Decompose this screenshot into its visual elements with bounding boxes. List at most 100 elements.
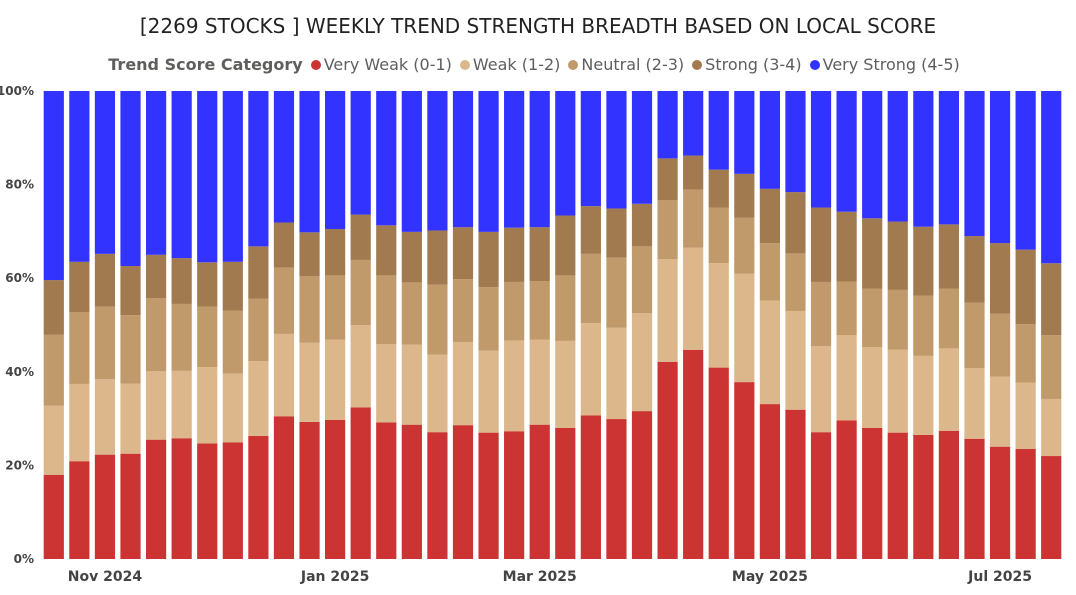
bar-segment[interactable] — [248, 246, 269, 299]
bar-segment[interactable] — [683, 91, 704, 156]
bar-segment[interactable] — [887, 221, 908, 290]
bar-segment[interactable] — [69, 461, 90, 559]
bar-segment[interactable] — [1041, 91, 1062, 264]
bar-segment[interactable] — [887, 91, 908, 222]
bar-segment[interactable] — [785, 409, 806, 559]
bar-segment[interactable] — [94, 454, 116, 559]
bar-segment[interactable] — [197, 367, 218, 444]
bar-segment[interactable] — [862, 91, 883, 219]
bar-segment[interactable] — [248, 361, 269, 436]
bar-segment[interactable] — [938, 91, 960, 225]
bar-segment[interactable] — [452, 91, 474, 228]
bar-segment[interactable] — [43, 405, 64, 475]
bar-segment[interactable] — [759, 404, 780, 559]
bar-segment[interactable] — [734, 382, 755, 559]
bar-segment[interactable] — [913, 295, 934, 356]
bar-segment[interactable] — [427, 432, 448, 559]
bar-segment[interactable] — [325, 91, 346, 230]
bar-segment[interactable] — [734, 217, 755, 274]
bar-segment[interactable] — [1041, 263, 1062, 336]
bar-segment[interactable] — [529, 227, 550, 282]
bar-segment[interactable] — [657, 259, 678, 362]
bar-segment[interactable] — [657, 158, 678, 201]
bar-segment[interactable] — [69, 91, 90, 262]
bar-segment[interactable] — [325, 339, 346, 421]
bar-segment[interactable] — [94, 253, 116, 307]
bar-segment[interactable] — [734, 273, 755, 383]
bar-segment[interactable] — [964, 368, 985, 439]
bar-segment[interactable] — [862, 347, 883, 428]
bar-segment[interactable] — [69, 261, 90, 313]
bar-segment[interactable] — [478, 231, 499, 288]
bar-segment[interactable] — [606, 208, 627, 258]
bar-segment[interactable] — [401, 424, 422, 559]
bar-segment[interactable] — [555, 215, 576, 276]
legend-item[interactable]: Strong (3-4) — [692, 55, 802, 74]
bar-segment[interactable] — [887, 289, 908, 350]
bar-segment[interactable] — [94, 306, 116, 380]
bar-segment[interactable] — [580, 323, 601, 416]
bar-segment[interactable] — [171, 303, 192, 371]
bar-segment[interactable] — [606, 257, 627, 328]
bar-segment[interactable] — [350, 325, 371, 408]
legend-item[interactable]: Neutral (2-3) — [568, 55, 684, 74]
bar-segment[interactable] — [197, 262, 218, 307]
bar-segment[interactable] — [171, 258, 192, 304]
bar-segment[interactable] — [120, 383, 141, 454]
bar-segment[interactable] — [657, 361, 678, 559]
bar-segment[interactable] — [1015, 91, 1036, 250]
bar-segment[interactable] — [887, 349, 908, 433]
bar-segment[interactable] — [734, 173, 755, 218]
bar-segment[interactable] — [504, 340, 525, 432]
bar-segment[interactable] — [273, 222, 295, 268]
bar-segment[interactable] — [197, 91, 218, 263]
bar-segment[interactable] — [120, 266, 141, 316]
bar-segment[interactable] — [529, 281, 550, 340]
bar-segment[interactable] — [427, 354, 448, 433]
bar-segment[interactable] — [836, 91, 857, 212]
bar-segment[interactable] — [683, 247, 704, 350]
bar-segment[interactable] — [631, 246, 653, 314]
bar-segment[interactable] — [938, 430, 960, 559]
bar-segment[interactable] — [580, 206, 601, 254]
bar-segment[interactable] — [350, 91, 371, 215]
bar-segment[interactable] — [1015, 324, 1036, 383]
bar-segment[interactable] — [1041, 456, 1062, 559]
bar-segment[interactable] — [427, 230, 448, 285]
bar-segment[interactable] — [785, 253, 806, 311]
bar-segment[interactable] — [759, 91, 780, 189]
bar-segment[interactable] — [376, 91, 397, 226]
bar-segment[interactable] — [299, 342, 320, 422]
bar-segment[interactable] — [222, 310, 243, 374]
bar-segment[interactable] — [325, 275, 346, 340]
bar-segment[interactable] — [171, 91, 192, 259]
bar-segment[interactable] — [555, 427, 576, 559]
bar-segment[interactable] — [452, 227, 474, 280]
bar-segment[interactable] — [734, 91, 755, 174]
bar-segment[interactable] — [785, 192, 806, 254]
bar-segment[interactable] — [478, 287, 499, 351]
bar-segment[interactable] — [248, 91, 269, 247]
bar-segment[interactable] — [555, 275, 576, 341]
bar-segment[interactable] — [401, 282, 422, 345]
bar-segment[interactable] — [452, 342, 474, 426]
bar-segment[interactable] — [43, 334, 64, 406]
bar-segment[interactable] — [708, 91, 729, 170]
bar-segment[interactable] — [759, 188, 780, 244]
bar-segment[interactable] — [631, 411, 653, 559]
bar-segment[interactable] — [222, 373, 243, 443]
bar-segment[interactable] — [810, 346, 832, 433]
bar-segment[interactable] — [350, 407, 371, 559]
bar-segment[interactable] — [1015, 449, 1036, 559]
bar-segment[interactable] — [248, 435, 269, 559]
bar-segment[interactable] — [145, 439, 167, 559]
bar-segment[interactable] — [555, 91, 576, 216]
bar-segment[interactable] — [580, 415, 601, 559]
bar-segment[interactable] — [657, 200, 678, 260]
bar-segment[interactable] — [350, 259, 371, 325]
bar-segment[interactable] — [145, 371, 167, 440]
bar-segment[interactable] — [555, 340, 576, 428]
bar-segment[interactable] — [43, 91, 64, 281]
bar-segment[interactable] — [401, 91, 422, 232]
bar-segment[interactable] — [529, 91, 550, 228]
